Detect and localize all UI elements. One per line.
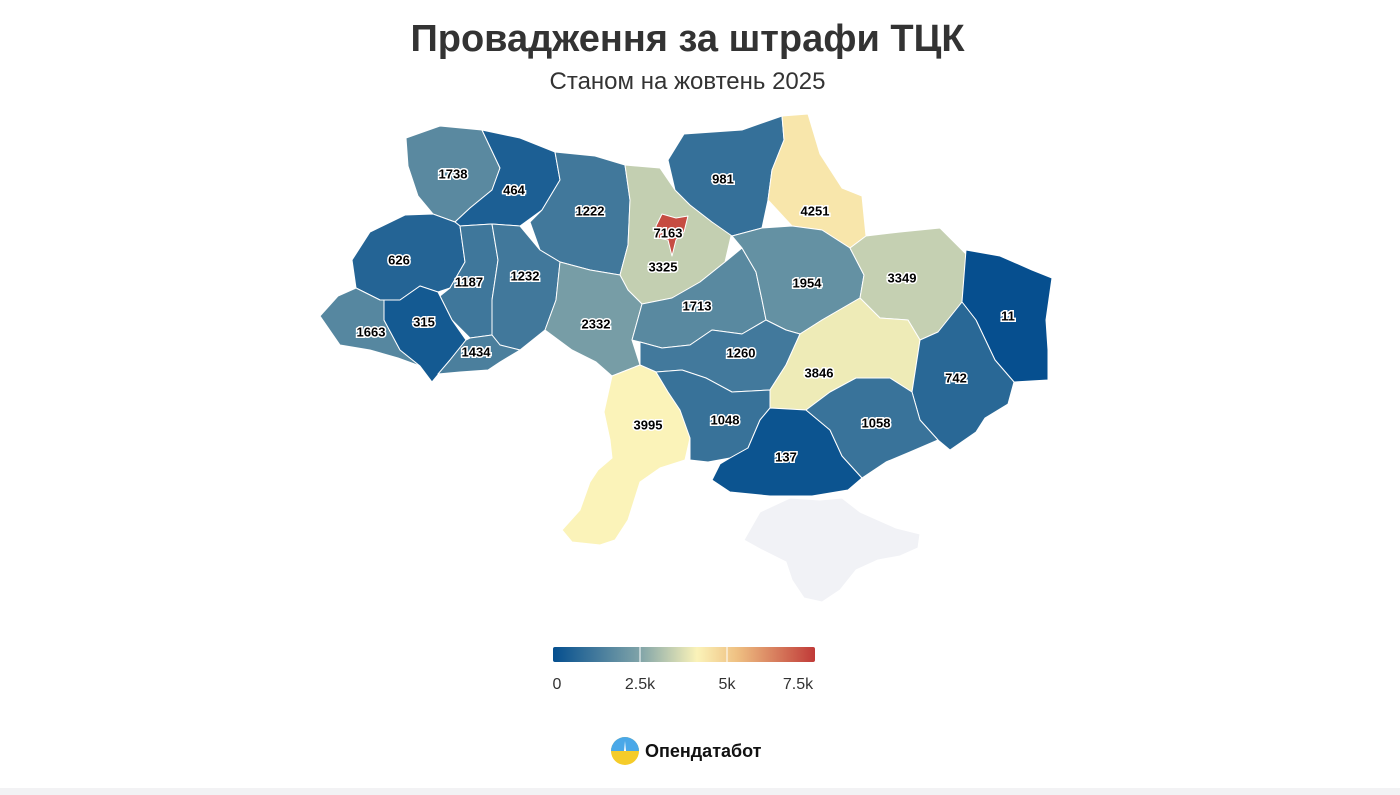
legend-tick-label: 2.5k	[625, 676, 656, 693]
region-value-label: 626	[388, 252, 410, 267]
brand-logo: Опендатабот	[611, 737, 762, 765]
legend-tick-label: 5k	[719, 676, 737, 693]
region-value-label: 1232	[511, 268, 540, 283]
region-value-label: 315	[413, 314, 435, 329]
region-м. Київ[interactable]	[655, 213, 689, 257]
region-value-label: 7163	[654, 225, 683, 240]
region-value-label: 742	[945, 370, 967, 385]
region-value-label: 1048	[711, 412, 740, 427]
region-value-label: 11	[1001, 308, 1015, 323]
color-legend: 0 2.5k 5k 7.5k	[553, 647, 815, 693]
brand-name: Опендатабот	[645, 740, 762, 761]
region-value-label: 981	[712, 171, 734, 186]
legend-gradient-bar	[553, 647, 815, 662]
region-Чернівецька[interactable]	[437, 334, 521, 375]
region-Херсонська[interactable]	[711, 407, 863, 497]
region-value-label: 137	[775, 449, 797, 464]
footer-strip	[0, 788, 1400, 795]
region-value-label: 1434	[462, 344, 492, 359]
opendatabot-logo-icon	[611, 737, 639, 765]
legend-tick-label: 0	[553, 676, 562, 693]
region-Хмельницька[interactable]	[491, 223, 561, 351]
region-value-label: 1713	[683, 298, 712, 313]
region-value-label: 1260	[727, 345, 756, 360]
region-value-label: 3325	[649, 259, 678, 274]
region-value-label: 3995	[634, 417, 663, 432]
region-value-label: 2332	[582, 316, 611, 331]
region-value-label: 1954	[793, 275, 823, 290]
region-value-label: 3349	[888, 270, 917, 285]
regions-layer	[319, 113, 1053, 603]
chart-subtitle: Станом на жовтень 2025	[549, 68, 826, 95]
region-value-label: 1738	[439, 166, 468, 181]
chart-title: Провадження за штрафи ТЦК	[410, 18, 965, 60]
legend-tick-label: 7.5k	[783, 676, 814, 693]
region-value-label: 1663	[357, 324, 386, 339]
region-value-label: 4251	[801, 203, 830, 218]
region-АР Крим[interactable]	[743, 497, 921, 603]
region-value-label: 1058	[862, 415, 891, 430]
region-value-label: 1187	[455, 274, 483, 289]
region-value-label: 464	[503, 182, 525, 197]
value-labels-layer: 1738 464 1222 3325 7163 981 4251 626 1187 1232 233…	[355, 165, 1016, 466]
region-value-label: 3846	[805, 365, 834, 380]
region-Запорізька[interactable]	[805, 377, 939, 479]
region-value-label: 1222	[576, 203, 605, 218]
